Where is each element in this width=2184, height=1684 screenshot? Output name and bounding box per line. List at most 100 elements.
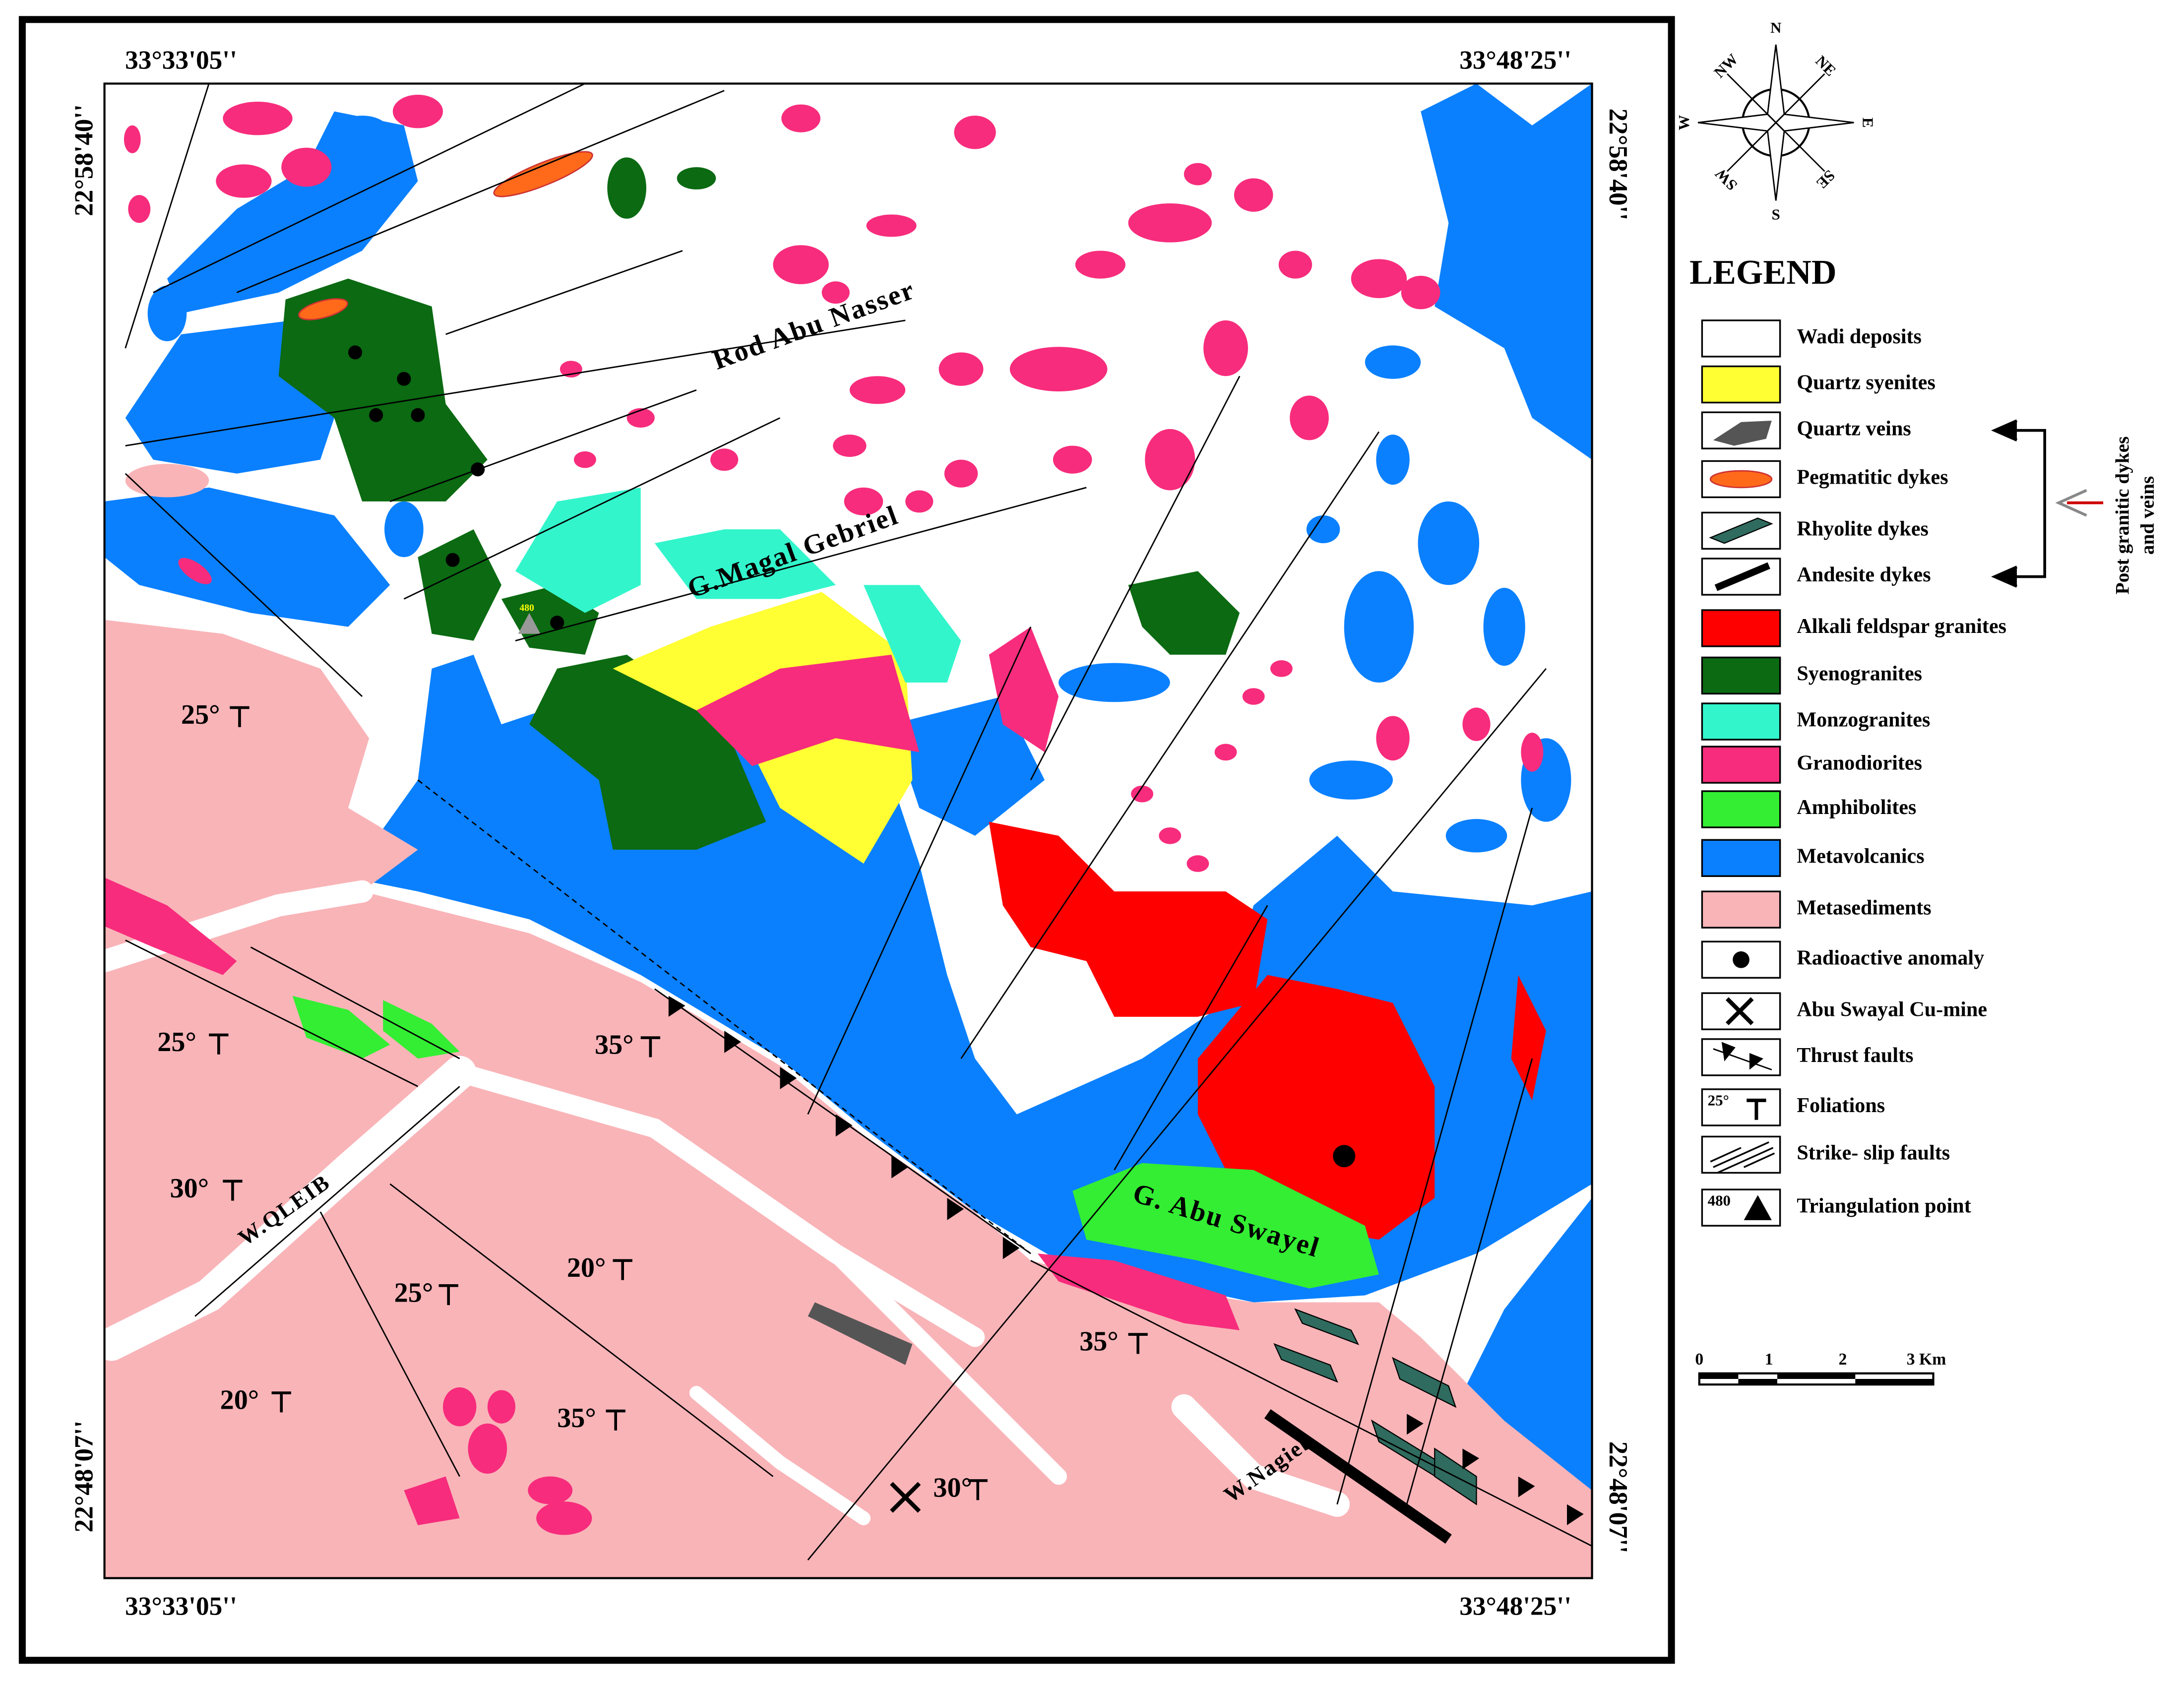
rhyolite-dykes-part xyxy=(1392,1357,1457,1408)
foliation-symbols-part xyxy=(271,1391,291,1413)
legend-label: Foliations xyxy=(1797,1094,1885,1117)
granodiorites-part xyxy=(844,487,883,516)
faults-part xyxy=(960,431,1380,1059)
coordinates-part: 33°48'25'' xyxy=(1459,1591,1571,1621)
triangulation-label: 480 xyxy=(519,603,534,614)
legend-swatch xyxy=(1701,1038,1781,1076)
scale-bar-part xyxy=(1699,1373,1739,1379)
scale-bar: 0 1 2 3 Km xyxy=(1695,1350,1946,1386)
alkali-feldspar-granites-part xyxy=(1511,975,1546,1101)
metavolcanics-part xyxy=(1418,501,1480,585)
scale-bar-part-part: 1 xyxy=(1765,1350,1773,1369)
compass-rose-part-part: N xyxy=(1770,19,1781,36)
pegmatitic-dykes-part xyxy=(298,298,348,320)
faults-part xyxy=(445,250,683,335)
granodiorites-part xyxy=(626,408,655,428)
amphibolites-part xyxy=(383,1000,460,1059)
legend-boxes xyxy=(1701,319,1781,1227)
metavolcanics-part xyxy=(1306,515,1340,544)
granodiorites-part xyxy=(1376,716,1410,761)
coordinates-part: 22°58'40'' xyxy=(1604,108,1633,220)
syenogranites-part xyxy=(418,529,501,641)
coordinates-part: 22°58'40'' xyxy=(68,104,98,216)
thrust-teeth-part xyxy=(724,1030,741,1053)
scale-bar-part xyxy=(1777,1373,1856,1379)
metavolcanics-part xyxy=(1421,83,1592,460)
legend-symbols-part xyxy=(1725,997,1754,1025)
faults-part xyxy=(1030,1260,1593,1547)
granodiorites-part xyxy=(833,435,867,457)
map-frame xyxy=(18,16,1675,1664)
compass-rose-part xyxy=(1726,73,1825,172)
granodiorites-part xyxy=(573,451,596,468)
metavolcanics-part xyxy=(1317,877,1357,906)
legend-part: and veins xyxy=(2136,476,2158,555)
foliation-labels-part: 25° xyxy=(394,1277,434,1308)
granodiorites-part xyxy=(773,245,829,284)
granodiorites-part xyxy=(1270,660,1293,677)
foliation-symbols xyxy=(209,706,1148,1500)
granodiorites-part xyxy=(1462,707,1491,741)
foliation-symbols-part xyxy=(640,1036,661,1058)
granodiorites-part xyxy=(178,558,212,584)
granodiorites-part xyxy=(1145,429,1195,491)
legend-symbols-part xyxy=(1721,1042,1736,1061)
foliation-labels-part: 30° xyxy=(170,1173,209,1204)
legend-swatch xyxy=(1701,702,1781,741)
amphibolites-part xyxy=(1072,1163,1379,1289)
legend-label: Rhyolite dykes xyxy=(1797,517,1929,541)
wadi-channels-part xyxy=(1171,1394,1350,1517)
legend-bracket-part xyxy=(1998,429,2047,578)
foliation-labels-part: 35° xyxy=(595,1030,634,1060)
metavolcanics-part xyxy=(1344,571,1414,683)
foliation-labels-part: 25° xyxy=(181,699,220,730)
foliation-symbols-part xyxy=(230,706,250,727)
granodiorites-part xyxy=(104,877,237,975)
legend-label: Quartz veins xyxy=(1797,417,1911,440)
legend-swatch xyxy=(1701,746,1781,784)
faults-part xyxy=(194,1086,460,1317)
metavolcanics-part xyxy=(384,501,424,558)
legend-label: Alkali feldspar granites xyxy=(1797,615,2006,638)
granodiorites-part xyxy=(1037,1253,1240,1330)
granodiorites-part xyxy=(1290,395,1329,440)
wadi-channels-part xyxy=(94,1056,477,1361)
legend-symbols-part xyxy=(1714,562,1770,591)
metavolcanics-part xyxy=(167,111,418,313)
radioactive-anomalies-part xyxy=(445,553,460,567)
legend-symbols-part-part xyxy=(1713,1141,1769,1168)
radioactive-anomalies-part xyxy=(397,372,411,386)
faults-part xyxy=(1336,808,1533,1505)
thrust-teeth-part xyxy=(1518,1476,1535,1497)
metavolcanics-part xyxy=(1445,819,1507,853)
faults-part xyxy=(250,946,460,1060)
legend-bracket-part xyxy=(2055,489,2087,517)
faults-part xyxy=(125,939,419,1087)
metavolcanics-part xyxy=(1557,1059,1591,1115)
metasediments-part xyxy=(125,464,209,498)
legend-part: LEGEND xyxy=(1689,253,1836,292)
faults-part xyxy=(807,668,1547,1560)
faults-part xyxy=(1114,905,1268,1171)
legend-symbols-part xyxy=(1713,1048,1772,1070)
legend-symbols-part xyxy=(1709,470,1773,489)
wadi-channels-part xyxy=(827,1245,1067,1485)
faults-part xyxy=(807,626,1032,1115)
faults xyxy=(125,83,1593,1560)
pegmatitic-dykes xyxy=(298,151,593,320)
coordinates-part: 33°33'05'' xyxy=(125,45,237,75)
granodiorites-part xyxy=(124,125,141,153)
monzogranites xyxy=(515,487,961,683)
granodiorites-part xyxy=(696,654,920,766)
cu-mine xyxy=(890,1482,921,1513)
thrust-teeth-part xyxy=(1462,1448,1480,1470)
legend-label: Thrust faults xyxy=(1797,1044,1913,1067)
legend-part: Post granitic dykes xyxy=(2111,437,2133,595)
triangulation-marker xyxy=(518,613,541,634)
monzogranites-part xyxy=(654,529,836,599)
granodiorites-part xyxy=(223,102,293,135)
metavolcanics-part xyxy=(147,285,187,342)
legend-label: Triangulation point xyxy=(1797,1194,1971,1217)
wadi-channels-part xyxy=(689,1386,871,1525)
